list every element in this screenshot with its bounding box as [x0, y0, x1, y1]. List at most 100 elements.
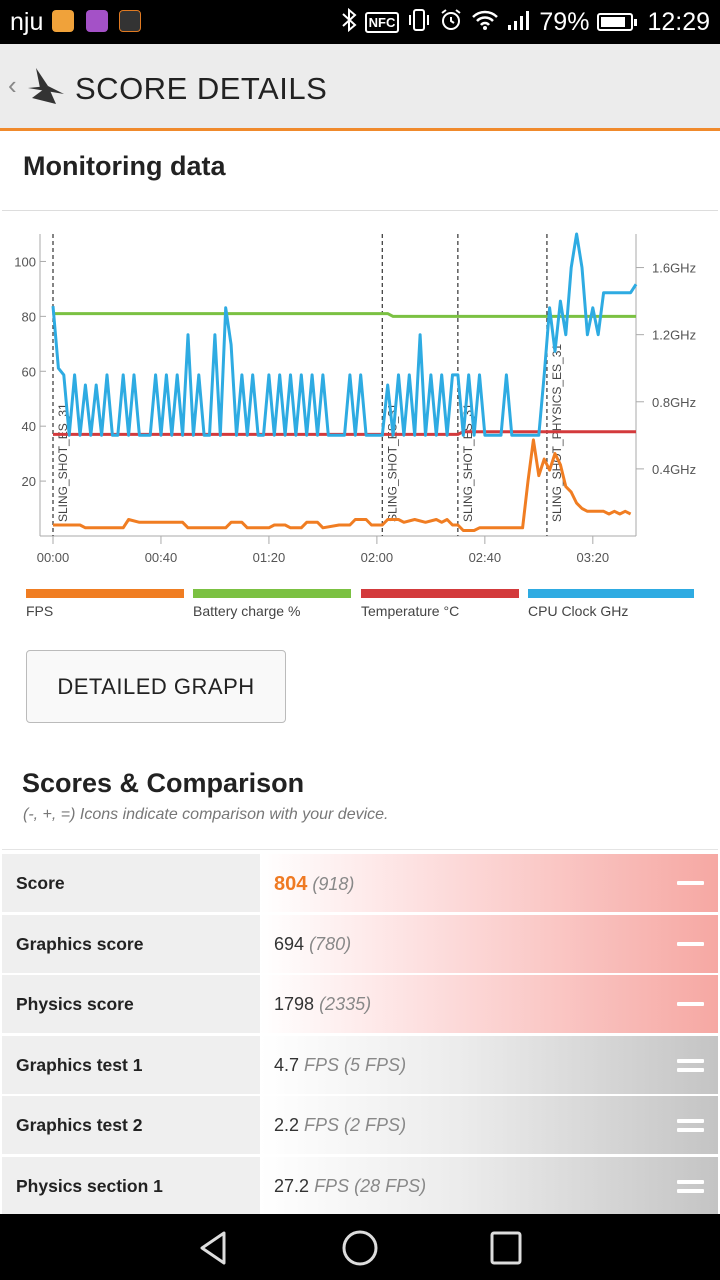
y-left-tick-label: 40 — [22, 419, 36, 434]
row-label-cell: Graphics score — [2, 914, 260, 973]
table-row[interactable]: Graphics score 694 (780) — [2, 914, 718, 976]
navigation-bar — [0, 1214, 720, 1280]
divider — [2, 849, 718, 850]
back-chevron-icon[interactable]: ‹ — [8, 70, 17, 100]
row-value: 4.7 FPS (5 FPS) — [274, 1055, 406, 1076]
battery-icon — [597, 13, 638, 31]
table-row[interactable]: Physics score 1798 (2335) — [2, 975, 718, 1036]
score-value: 1798 — [274, 994, 315, 1014]
x-tick-label: 02:40 — [469, 550, 502, 565]
series-line-cpu-clock-ghz — [51, 232, 638, 437]
series-line-battery-charge- — [53, 312, 636, 318]
signal-icon — [507, 9, 531, 35]
scores-table: Score 804 (918) Graphics score 694 (780)… — [2, 854, 718, 1214]
equal-icon — [677, 1119, 704, 1132]
recents-nav-icon[interactable] — [486, 1228, 526, 1268]
score-value: 4.7 — [274, 1054, 300, 1075]
row-value: 2.2 FPS (2 FPS) — [274, 1115, 406, 1136]
monitoring-header: Monitoring data — [2, 131, 718, 211]
compare-value: (918) — [312, 874, 355, 894]
wifi-icon — [471, 9, 499, 35]
legend-label: Temperature °C — [361, 603, 460, 619]
legend-swatch — [361, 589, 519, 598]
legend-swatch — [528, 589, 694, 598]
row-value-cell: 2.2 FPS (2 FPS) — [260, 1096, 718, 1154]
row-label: Physics section 1 — [16, 1175, 163, 1196]
legend-item-fps: FPS — [26, 589, 184, 619]
y-right-tick-label: 1.2GHz — [652, 328, 696, 343]
monitoring-chart[interactable]: 20 40 60 80 100 0.4GHz 0.8GHz 1.2GHz 1.6GHz 00:00… — [0, 211, 720, 631]
row-label: Graphics test 2 — [16, 1115, 143, 1135]
row-label: Physics score — [16, 994, 134, 1014]
row-label-cell: Physics score — [2, 975, 260, 1033]
test-marker-label: SLING_SHOT_ES_31 — [56, 403, 70, 522]
chart-legend: FPS Battery charge % Temperature °C CPU … — [26, 589, 696, 629]
3dmark-app-icon — [119, 10, 141, 32]
row-label: Score — [16, 873, 65, 893]
scores-subtitle: (-, +, =) Icons indicate comparison with… — [23, 806, 389, 823]
monitoring-chart-svg: 20 40 60 80 100 0.4GHz 0.8GHz 1.2GHz 1.6GHz 00:00… — [14, 232, 696, 565]
nfc-icon: NFC — [364, 11, 400, 33]
legend-swatch — [193, 589, 351, 598]
monitoring-heading: Monitoring data — [23, 151, 226, 181]
home-nav-icon[interactable] — [340, 1228, 380, 1268]
row-label-cell: Score — [2, 854, 260, 912]
compare-value: (780) — [309, 933, 352, 954]
y-right-tick-label: 1.6GHz — [652, 261, 696, 276]
compare-value: FPS (5 FPS) — [304, 1054, 407, 1075]
minus-icon — [677, 1002, 704, 1006]
score-value: 694 — [274, 933, 305, 954]
scores-heading: Scores & Comparison — [22, 768, 305, 798]
clock: 12:29 — [647, 7, 710, 36]
3dmark-logo-icon[interactable] — [26, 64, 66, 111]
minus-icon — [677, 881, 704, 885]
row-value-cell: 1798 (2335) — [260, 975, 718, 1033]
vibrate-icon — [407, 8, 431, 36]
legend-label: FPS — [26, 603, 54, 619]
score-value: 804 — [274, 873, 308, 895]
row-label: Graphics score — [16, 933, 144, 954]
legend-item-cpu-clock: CPU Clock GHz — [528, 589, 694, 619]
equal-icon — [677, 1179, 704, 1193]
equal-icon — [677, 1058, 704, 1072]
row-value-cell: 694 (780) — [260, 914, 718, 973]
x-tick-label: 00:40 — [145, 550, 178, 565]
row-label: Graphics test 1 — [16, 1054, 143, 1075]
y-right-tick-label: 0.4GHz — [652, 462, 696, 477]
battery-percent: 79% — [539, 7, 590, 36]
row-value: 804 (918) — [274, 873, 354, 896]
y-left-tick-label: 20 — [22, 474, 36, 489]
x-tick-label: 01:20 — [253, 550, 286, 565]
content-area[interactable]: Monitoring data 20 40 60 80 100 0.4GHz 0.8GHz 1… — [0, 131, 720, 1214]
compare-value: FPS (28 FPS) — [314, 1175, 427, 1196]
status-bar: nju NFC 79% 12:29 — [0, 0, 720, 44]
y-left-tick-label: 60 — [22, 364, 36, 379]
x-tick-label: 03:20 — [577, 550, 610, 565]
notification-app-icon — [52, 10, 74, 32]
y-left-tick-label: 80 — [22, 309, 36, 324]
detailed-graph-button[interactable]: DETAILED GRAPH — [26, 650, 286, 723]
table-row[interactable]: Physics section 1 27.2 FPS (28 FPS) — [2, 1156, 718, 1214]
x-tick-label: 02:00 — [361, 550, 394, 565]
gallery-app-icon — [86, 10, 108, 32]
minus-icon — [677, 941, 704, 946]
legend-label: Battery charge % — [193, 603, 301, 619]
row-value: 27.2 FPS (28 FPS) — [274, 1176, 426, 1197]
back-nav-icon[interactable] — [194, 1228, 234, 1268]
row-label-cell: Physics section 1 — [2, 1156, 260, 1214]
row-value-cell: 4.7 FPS (5 FPS) — [260, 1035, 718, 1094]
table-row[interactable]: Score 804 (918) — [2, 854, 718, 915]
table-row[interactable]: Graphics test 1 4.7 FPS (5 FPS) — [2, 1035, 718, 1097]
x-tick-label: 00:00 — [37, 550, 70, 565]
test-marker-label: SLING_SHOT_ES_31 — [385, 403, 399, 522]
header-accent-line — [0, 128, 720, 131]
row-value-cell: 27.2 FPS (28 FPS) — [260, 1156, 718, 1214]
legend-label: CPU Clock GHz — [528, 603, 629, 619]
series-line-temperature-c — [53, 430, 636, 436]
bluetooth-icon — [341, 7, 357, 36]
row-label-cell: Graphics test 2 — [2, 1096, 260, 1154]
table-row[interactable]: Graphics test 2 2.2 FPS (2 FPS) — [2, 1096, 718, 1157]
y-left-tick-label: 100 — [14, 254, 36, 269]
compare-value: FPS (2 FPS) — [304, 1115, 407, 1135]
page-title: SCORE DETAILS — [75, 71, 328, 106]
